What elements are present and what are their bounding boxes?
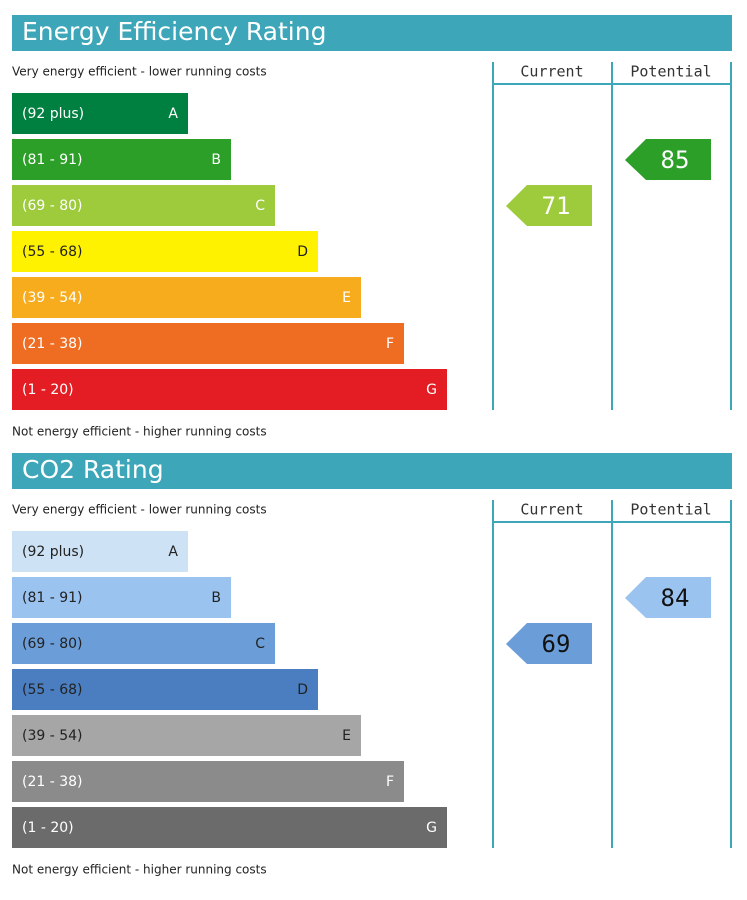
band-letter: E xyxy=(342,290,351,306)
band-letter: A xyxy=(168,544,178,560)
column-header: Current xyxy=(520,63,583,81)
band-bar xyxy=(12,761,404,802)
rating-value: 84 xyxy=(661,584,690,612)
band-bar xyxy=(12,185,275,226)
band-range: (21 - 38) xyxy=(22,336,83,352)
top-note: Very energy efficient - lower running co… xyxy=(12,65,267,79)
band-bar xyxy=(12,369,447,410)
band-range: (39 - 54) xyxy=(22,728,83,744)
band-range: (21 - 38) xyxy=(22,774,83,790)
band-bar xyxy=(12,323,404,364)
band-letter: D xyxy=(297,244,308,260)
rating-arrow xyxy=(625,139,711,180)
band-letter: E xyxy=(342,728,351,744)
rating-value: 85 xyxy=(661,146,690,174)
column-header: Potential xyxy=(630,63,711,81)
band-letter: D xyxy=(297,682,308,698)
column-header: Potential xyxy=(630,501,711,519)
bottom-note: Not energy efficient - higher running co… xyxy=(12,425,267,439)
band-letter: B xyxy=(211,152,221,168)
band-range: (55 - 68) xyxy=(22,244,83,260)
section-title: Energy Efficiency Rating xyxy=(22,17,326,46)
band-letter: C xyxy=(255,636,265,652)
band-range: (69 - 80) xyxy=(22,636,83,652)
band-bar xyxy=(12,577,231,618)
band-letter: C xyxy=(255,198,265,214)
band-bar xyxy=(12,531,188,572)
top-note: Very energy efficient - lower running co… xyxy=(12,503,267,517)
band-letter: A xyxy=(168,106,178,122)
band-bar xyxy=(12,93,188,134)
rating-arrow xyxy=(506,623,592,664)
band-bar xyxy=(12,139,231,180)
header-bar xyxy=(12,15,732,51)
header-bar xyxy=(12,453,732,489)
band-letter: F xyxy=(386,774,394,790)
bottom-note: Not energy efficient - higher running co… xyxy=(12,863,267,877)
band-range: (92 plus) xyxy=(22,544,84,560)
band-letter: F xyxy=(386,336,394,352)
band-range: (81 - 91) xyxy=(22,152,83,168)
band-range: (81 - 91) xyxy=(22,590,83,606)
rating-arrow xyxy=(506,185,592,226)
band-bar xyxy=(12,231,318,272)
band-range: (1 - 20) xyxy=(22,382,74,398)
band-bar xyxy=(12,807,447,848)
band-range: (39 - 54) xyxy=(22,290,83,306)
band-bar xyxy=(12,623,275,664)
band-range: (69 - 80) xyxy=(22,198,83,214)
band-range: (55 - 68) xyxy=(22,682,83,698)
band-range: (1 - 20) xyxy=(22,820,74,836)
rating-value: 71 xyxy=(542,192,571,220)
band-bar xyxy=(12,669,318,710)
band-range: (92 plus) xyxy=(22,106,84,122)
band-letter: B xyxy=(211,590,221,606)
rating-value: 69 xyxy=(542,630,571,658)
section-title: CO2 Rating xyxy=(22,455,164,484)
band-letter: G xyxy=(426,382,437,398)
column-header: Current xyxy=(520,501,583,519)
band-bar xyxy=(12,715,361,756)
band-bar xyxy=(12,277,361,318)
band-letter: G xyxy=(426,820,437,836)
rating-arrow xyxy=(625,577,711,618)
